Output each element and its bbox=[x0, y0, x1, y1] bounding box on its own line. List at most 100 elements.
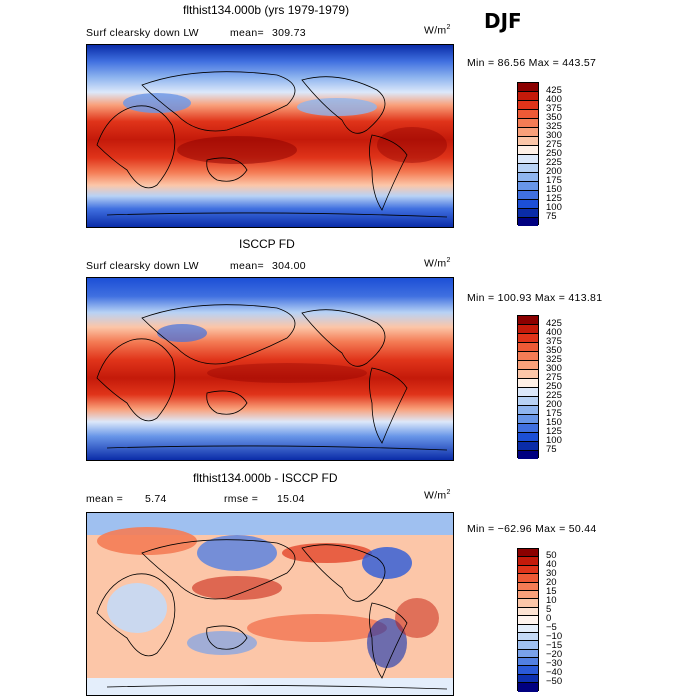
panel1-tick: 275 bbox=[546, 139, 562, 150]
panel3-tick: 40 bbox=[546, 559, 557, 570]
panel3-colorbar-swatch bbox=[518, 565, 538, 575]
panel2-colorbar-swatch bbox=[518, 352, 538, 361]
panel1-colorbar-swatch bbox=[518, 164, 538, 173]
panel2-colorbar-swatch bbox=[518, 397, 538, 406]
panel1-colorbar-swatch bbox=[518, 182, 538, 191]
panel2-tick: 400 bbox=[546, 327, 562, 338]
panel1-colorbar-swatch bbox=[518, 191, 538, 200]
panel3-colorbar-swatch bbox=[518, 624, 538, 633]
panel3-tick: 5 bbox=[546, 604, 552, 615]
panel2-colorbar-swatch bbox=[518, 361, 538, 370]
panel2-tick: 175 bbox=[546, 408, 562, 419]
panel2-colorbar-swatch bbox=[518, 406, 538, 415]
panel2-title: ISCCP FD bbox=[239, 237, 295, 251]
panel2-colorbar-swatch bbox=[518, 316, 538, 325]
panel1-colorbar-swatch bbox=[518, 92, 538, 101]
panel3-tick: 0 bbox=[546, 613, 552, 624]
panel3-colorbar-swatch bbox=[518, 607, 538, 617]
panel3-tick: −5 bbox=[546, 622, 557, 633]
panel3-colorbar-swatch bbox=[518, 557, 538, 566]
panel3-colorbar-swatch bbox=[518, 658, 538, 667]
panel2-tick: 125 bbox=[546, 426, 562, 437]
panel2-colorbar-swatch bbox=[518, 451, 538, 459]
panel1-colorbar-swatch bbox=[518, 83, 538, 92]
panel2-tick: 250 bbox=[546, 381, 562, 392]
panel3-minmax: Min = −62.96 Max = 50.44 bbox=[467, 523, 597, 535]
panel1-mean-label: mean= bbox=[230, 27, 264, 39]
panel3-tick: −40 bbox=[546, 667, 563, 678]
panel1-tick: 75 bbox=[546, 211, 557, 222]
panel1-colorbar-swatch bbox=[518, 173, 538, 182]
panel1-minmax: Min = 86.56 Max = 443.57 bbox=[467, 57, 597, 69]
panel1-tick: 425 bbox=[546, 85, 562, 96]
panel1-units: W/m2 bbox=[424, 24, 451, 37]
panel2-units: W/m2 bbox=[424, 257, 451, 270]
panel3-colorbar-swatch bbox=[518, 666, 538, 675]
panel2-tick: 350 bbox=[546, 345, 562, 356]
panel1-map-field bbox=[87, 45, 453, 227]
panel3-colorbar-swatch bbox=[518, 641, 538, 650]
panel3-colorbar-swatch bbox=[518, 582, 538, 591]
panel3-colorbar-swatch bbox=[518, 674, 538, 684]
panel2-colorbar-swatch bbox=[518, 334, 538, 343]
panel1-tick: 325 bbox=[546, 121, 562, 132]
panel3-rmse-value: 15.04 bbox=[277, 493, 305, 505]
panel1-tick: 225 bbox=[546, 157, 562, 168]
panel1-tick: 125 bbox=[546, 193, 562, 204]
panel3-colorbar-swatch bbox=[518, 649, 538, 659]
panel2-tick: 75 bbox=[546, 444, 557, 455]
panel3-colorbar-swatch bbox=[518, 616, 538, 625]
panel3-colorbar-swatch bbox=[518, 599, 538, 608]
panel1-tick: 375 bbox=[546, 103, 562, 114]
panel1-tick: 250 bbox=[546, 148, 562, 159]
panel2-colorbar-swatch bbox=[518, 325, 538, 334]
panel1-colorbar-swatch bbox=[518, 128, 538, 137]
panel1-tick: 350 bbox=[546, 112, 562, 123]
panel3-tick: 15 bbox=[546, 586, 557, 597]
panel3-tick: 10 bbox=[546, 595, 557, 606]
panel2-tick: 425 bbox=[546, 318, 562, 329]
panel1-colorbar-swatch bbox=[518, 101, 538, 110]
panel3-mean-label: mean = bbox=[86, 493, 124, 505]
panel3-map bbox=[86, 512, 454, 696]
panel2-variable-label: Surf clearsky down LW bbox=[86, 260, 199, 272]
panel3-colorbar bbox=[517, 548, 539, 692]
panel2-map-field bbox=[87, 278, 453, 460]
panel1-colorbar-swatch bbox=[518, 119, 538, 128]
panel3-units: W/m2 bbox=[424, 489, 451, 502]
panel3-colorbar-swatch bbox=[518, 632, 538, 642]
panel2-colorbar bbox=[517, 315, 539, 459]
panel2-tick: 200 bbox=[546, 399, 562, 410]
panel1-colorbar-swatch bbox=[518, 137, 538, 146]
panel3-mean-value: 5.74 bbox=[145, 493, 167, 505]
panel2-tick: 325 bbox=[546, 354, 562, 365]
panel1-tick: 300 bbox=[546, 130, 562, 141]
panel1-tick: 100 bbox=[546, 202, 562, 213]
panel2-mean-label: mean= bbox=[230, 260, 264, 272]
panel1-tick: 200 bbox=[546, 166, 562, 177]
panel3-title: flthist134.000b - ISCCP FD bbox=[193, 471, 338, 485]
panel3-tick: −15 bbox=[546, 640, 563, 651]
season-label: DJF bbox=[484, 9, 522, 33]
panel1-colorbar-swatch bbox=[518, 155, 538, 164]
panel1-map bbox=[86, 44, 454, 228]
panel2-map bbox=[86, 277, 454, 461]
panel3-tick: −10 bbox=[546, 631, 563, 642]
panel1-title: flthist134.000b (yrs 1979-1979) bbox=[183, 3, 350, 17]
panel2-tick: 375 bbox=[546, 336, 562, 347]
panel2-tick: 225 bbox=[546, 390, 562, 401]
panel2-minmax: Min = 100.93 Max = 413.81 bbox=[467, 292, 603, 304]
panel3-tick: −20 bbox=[546, 649, 563, 660]
panel3-map-field bbox=[87, 513, 453, 695]
panel2-colorbar-swatch bbox=[518, 370, 538, 379]
panel1-colorbar bbox=[517, 82, 539, 226]
panel3-colorbar-swatch bbox=[518, 549, 538, 558]
panel1-colorbar-swatch bbox=[518, 209, 538, 218]
panel2-tick: 300 bbox=[546, 363, 562, 374]
panel1-tick: 150 bbox=[546, 184, 562, 195]
panel2-colorbar-swatch bbox=[518, 388, 538, 397]
panel3-tick: 50 bbox=[546, 550, 557, 561]
panel2-colorbar-swatch bbox=[518, 424, 538, 433]
panel2-tick: 150 bbox=[546, 417, 562, 428]
panel2-colorbar-swatch bbox=[518, 442, 538, 451]
